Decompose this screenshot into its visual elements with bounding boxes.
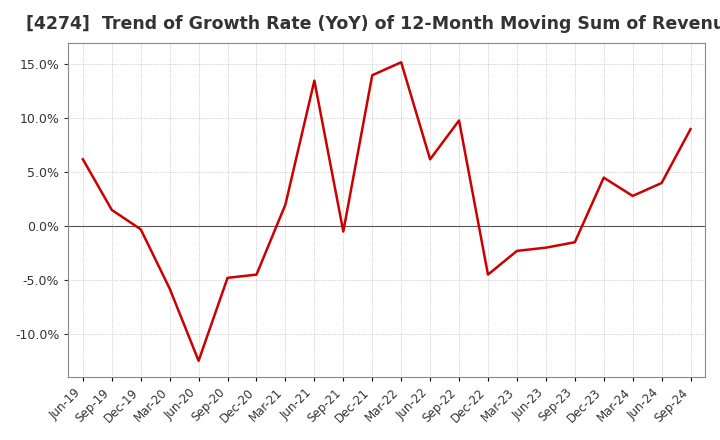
Title: [4274]  Trend of Growth Rate (YoY) of 12-Month Moving Sum of Revenues: [4274] Trend of Growth Rate (YoY) of 12-… — [26, 15, 720, 33]
